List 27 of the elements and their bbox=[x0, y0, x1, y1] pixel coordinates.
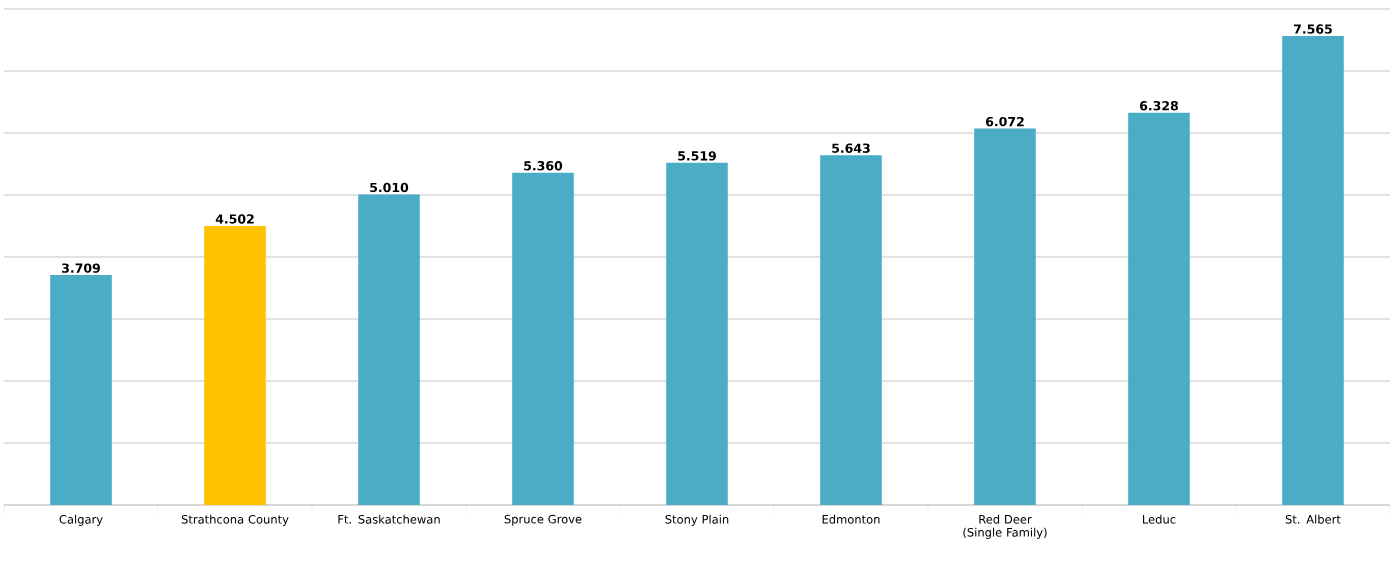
x-tick-label: Spruce Grove bbox=[504, 514, 582, 526]
bar bbox=[204, 225, 266, 505]
bar bbox=[820, 155, 882, 505]
x-tick-label: St. Albert bbox=[1285, 514, 1341, 524]
x-tick-label: Red Deer (Single Family) bbox=[963, 514, 1047, 539]
data-label: 3.709 bbox=[62, 263, 100, 273]
data-label: 5.360 bbox=[524, 161, 563, 171]
bar bbox=[666, 162, 728, 505]
data-label: 5.010 bbox=[370, 182, 409, 193]
x-tick-label: Ft. Saskatchewan bbox=[338, 514, 440, 524]
bar bbox=[50, 275, 112, 505]
data-label: 7.565 bbox=[1294, 24, 1332, 34]
bar bbox=[512, 172, 574, 505]
data-label: 5.519 bbox=[678, 151, 716, 161]
bar bbox=[1128, 112, 1190, 505]
data-label: 4.502 bbox=[215, 214, 254, 224]
data-label: 6.328 bbox=[1139, 101, 1178, 111]
x-tick-label: Leduc bbox=[1143, 514, 1176, 524]
bar bbox=[974, 128, 1036, 505]
bar bbox=[358, 194, 420, 505]
data-label: 6.072 bbox=[985, 116, 1024, 127]
bar bbox=[1282, 35, 1344, 505]
x-tick-label: Edmonton bbox=[822, 514, 880, 524]
x-tick-label: Stony Plain bbox=[665, 514, 729, 526]
x-tick-label: Strathcona County bbox=[181, 514, 289, 526]
x-tick-label: Calgary bbox=[59, 514, 103, 526]
data-label: 5.643 bbox=[832, 143, 870, 153]
